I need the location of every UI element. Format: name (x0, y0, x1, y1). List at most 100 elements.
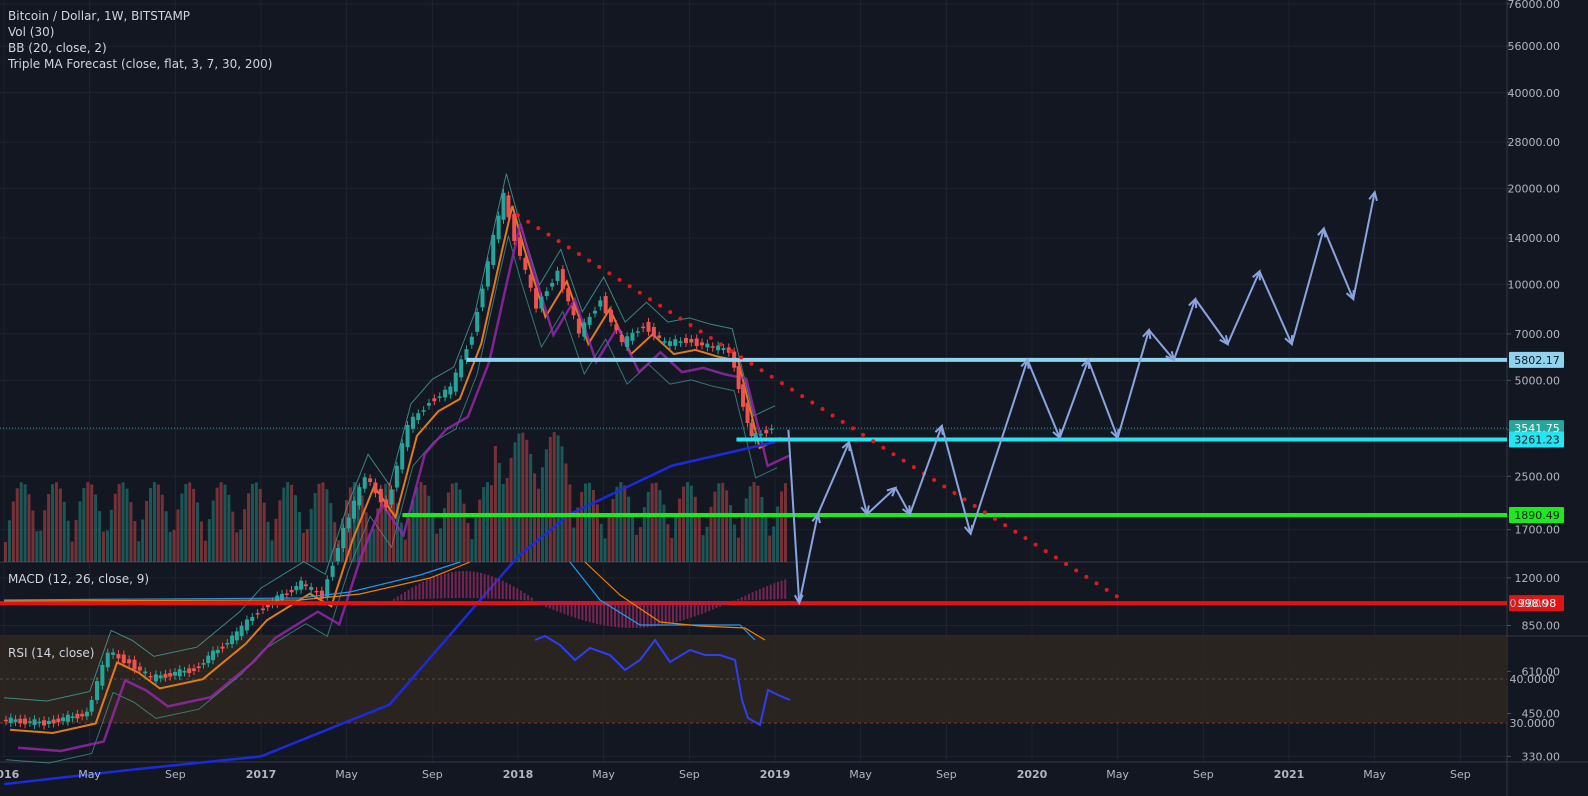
volume-bar (556, 435, 560, 562)
candle-body (512, 213, 517, 241)
volume-bar (517, 433, 521, 562)
macd-histogram-bar (393, 598, 396, 601)
price-tick-label: 76000.00 (1508, 0, 1561, 11)
candle-body (280, 593, 285, 600)
volume-bar (701, 535, 705, 562)
macd-histogram-bar (396, 596, 399, 601)
candle-body (70, 716, 75, 719)
trend-dot (820, 407, 825, 412)
candle-body (100, 664, 105, 686)
bb-lower-band (5, 235, 778, 764)
signal-line (3, 561, 471, 602)
candle-body (215, 649, 220, 654)
trend-dot (1104, 587, 1109, 592)
candle-body (362, 477, 367, 489)
volume-bar (184, 483, 188, 562)
candle-body (239, 625, 244, 637)
price-tick-label: 240.00 (1522, 794, 1561, 796)
price-badge-label: 998.98 (1518, 597, 1557, 610)
forecast-arrows (787, 189, 1378, 606)
volume-bar (329, 503, 333, 562)
trend-dot (952, 490, 957, 495)
macd-histogram-bar (675, 601, 678, 622)
macd-histogram-bar (585, 601, 588, 622)
volume-bar (427, 495, 431, 562)
macd-histogram-bar (574, 601, 577, 618)
trend-dot (739, 355, 744, 360)
macd-histogram-bar (530, 597, 533, 601)
volume-bar (211, 500, 215, 562)
volume-bar (584, 483, 588, 562)
volume-bar (678, 498, 682, 562)
legend-triple-ma[interactable]: Triple MA Forecast (close, flat, 3, 7, 3… (8, 57, 273, 71)
candle-body (394, 465, 399, 488)
candle-body (758, 433, 763, 436)
volume-bar (294, 495, 298, 562)
volume-bar (419, 482, 423, 562)
volume-bar (768, 535, 772, 562)
candle-body (111, 652, 116, 655)
volume-bar (411, 499, 415, 562)
macd-histogram-bar (653, 601, 656, 627)
candle-body (726, 347, 731, 353)
forecast-arrow-segment (1172, 298, 1197, 361)
trend-dot (759, 368, 764, 373)
volume-bar (4, 542, 7, 562)
volume-bar (282, 487, 286, 562)
volume-bar (599, 523, 603, 562)
legend-bollinger[interactable]: BB (20, close, 2) (8, 41, 107, 55)
candle-body (289, 589, 294, 593)
legend-volume[interactable]: Vol (30) (8, 25, 55, 39)
macd-histogram-bar (737, 598, 740, 601)
trend-dot (749, 361, 754, 366)
volume-bar (160, 494, 164, 562)
legend-rsi[interactable]: RSI (14, close) (8, 646, 95, 660)
legend-title[interactable]: Bitcoin / Dollar, 1W, BITSTAMP (8, 9, 191, 23)
macd-histogram-bar (559, 601, 562, 613)
volume-bar (721, 482, 725, 562)
macd-histogram-bar (744, 595, 747, 601)
candle-body (23, 718, 28, 725)
macd-histogram-bar (729, 601, 732, 603)
candle-body (721, 348, 726, 350)
volume-bar (227, 494, 231, 562)
volume-bars (4, 432, 787, 562)
volume-bar (693, 496, 697, 562)
macd-histogram-bar (661, 601, 664, 626)
volume-bar (576, 507, 580, 562)
macd-histogram-bar (556, 601, 559, 612)
price-tick-label: 450.00 (1522, 707, 1561, 720)
candle-body (667, 341, 672, 346)
candle-body (432, 398, 437, 402)
macd-histogram-bar (624, 601, 627, 628)
volume-bar (94, 494, 98, 562)
candle-body (265, 604, 270, 608)
macd-histogram-bar (545, 601, 548, 607)
macd-histogram-bar (686, 601, 689, 619)
volume-bar (760, 497, 764, 562)
forecast-arrow-segment (1258, 270, 1293, 345)
candle-body (400, 443, 405, 470)
candle-body (480, 288, 485, 308)
volume-bar (372, 528, 376, 562)
forecast-arrow-head (1188, 296, 1198, 309)
trend-dot (1023, 536, 1028, 541)
forecast-arrow-segment (1194, 298, 1229, 345)
legend-macd[interactable]: MACD (12, 26, close, 9) (8, 572, 150, 586)
candle-body (635, 331, 640, 333)
price-axis: 76000.00 56000.00 40000.00 28000.00 20000.00… (1507, 0, 1560, 796)
candle-body (163, 673, 168, 678)
macd-histogram-bar (711, 601, 714, 610)
time-tick-label: Sep (1450, 768, 1471, 781)
candle-body (662, 341, 667, 343)
volume-bar (27, 494, 31, 562)
volume-bar (603, 538, 607, 562)
volume-bar (568, 484, 572, 562)
signal-line-2 (584, 561, 766, 641)
trend-dot (587, 258, 592, 263)
volume-bar (482, 487, 486, 562)
trend-dot (972, 503, 977, 508)
price-badge-bg (1509, 595, 1564, 612)
volume-bar (646, 491, 650, 562)
